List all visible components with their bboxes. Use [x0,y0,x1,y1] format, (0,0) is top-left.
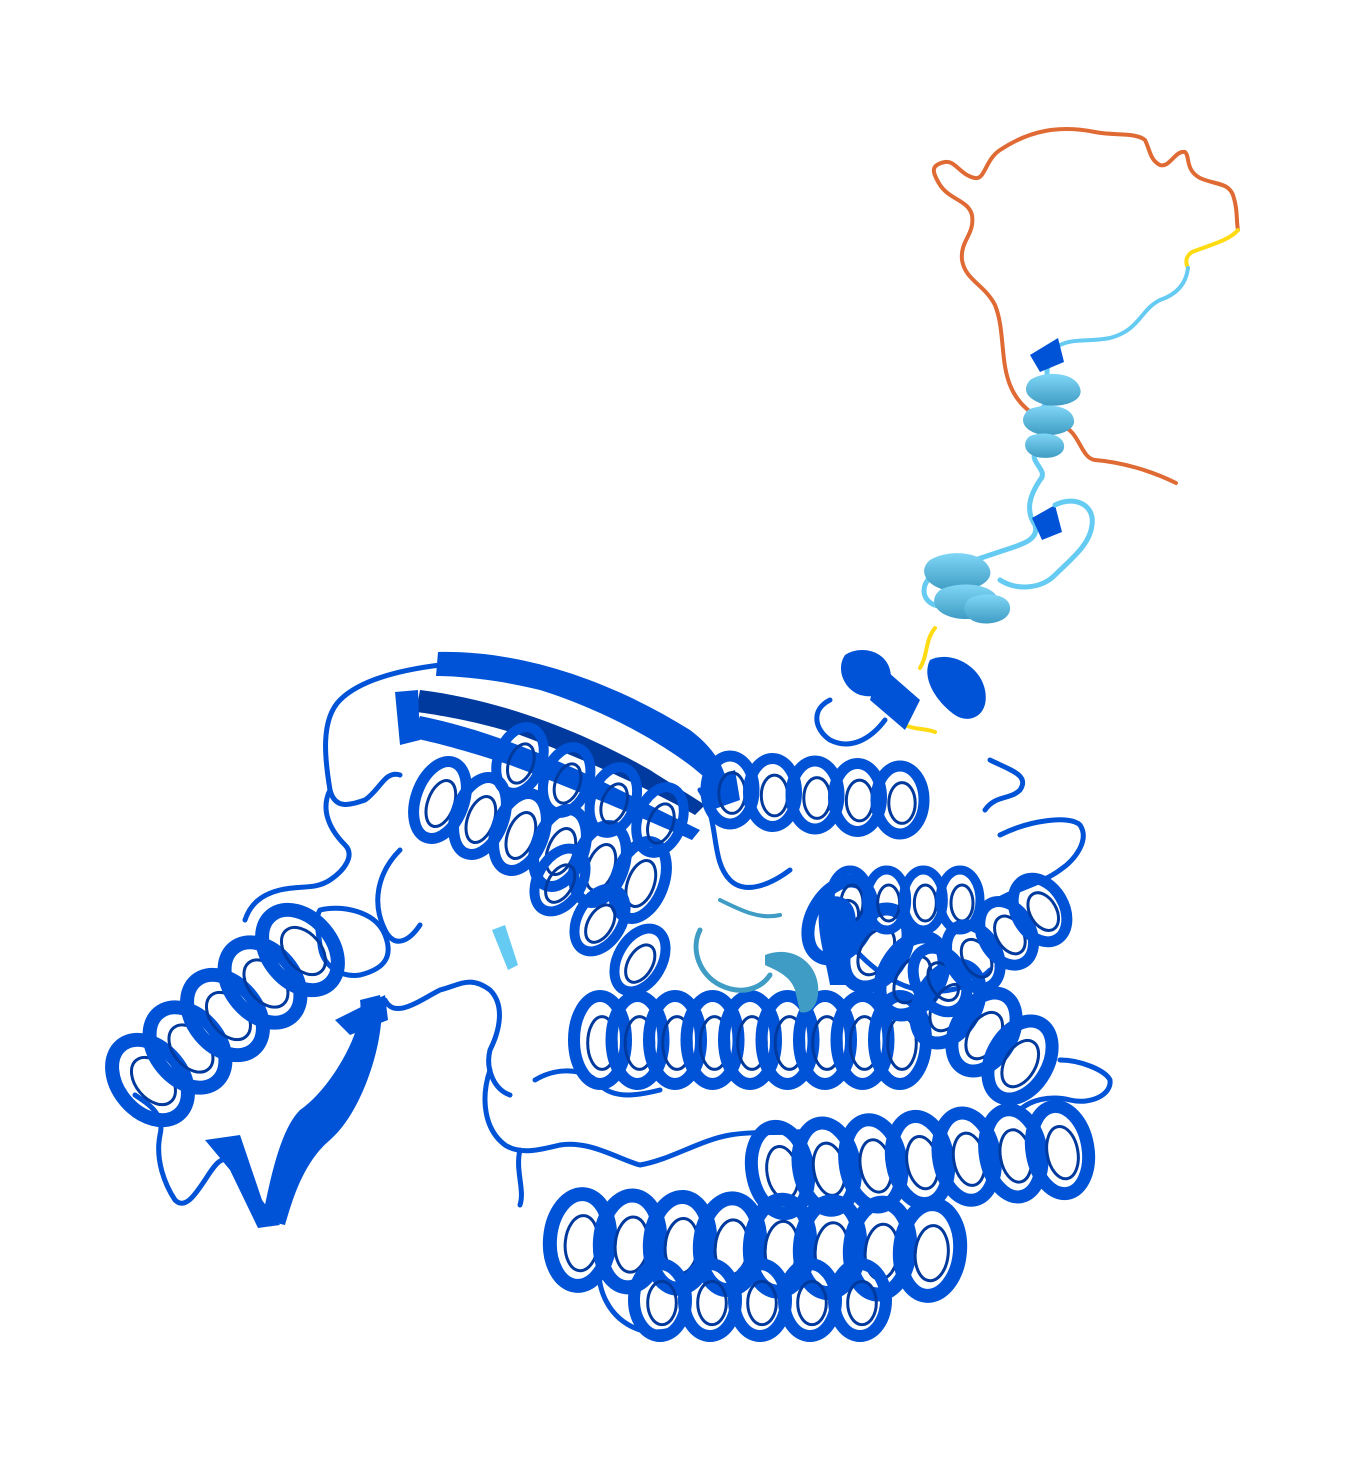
helix-turn [828,1258,892,1342]
helix-turn [491,722,549,798]
helix-turn-shadow [796,1279,828,1327]
helix-turn [609,923,671,997]
helix-turn [542,1187,618,1293]
helix-turn-shadow [1000,1038,1041,1089]
helix-turn [631,782,689,858]
helix-turn [180,967,270,1063]
helix-turn [892,1197,968,1303]
helix-turn-shadow [912,883,938,923]
helix-turn [537,742,596,818]
helix-turn [981,1014,1059,1106]
helix-turn-shadow [279,925,327,977]
helix-turn-shadow [802,776,832,820]
helix-turn-shadow [844,778,875,823]
helix-turn-shadow [1045,1124,1080,1181]
disordered-tail [931,127,1240,485]
helix-turn-shadow [759,773,790,818]
alpha-helices [105,722,1096,1342]
helix-turn-shadow [544,863,577,904]
helix-turn [978,1103,1049,1204]
helix-turn [105,1032,195,1128]
helix-turn [801,874,879,966]
helix-turn-shadow [599,782,630,825]
helix-turn [742,1192,818,1299]
helix-turn [217,935,308,1030]
helix-turn-shadow [506,742,536,785]
helix-turn [142,1000,233,1095]
helix-turn-shadow [913,1224,950,1283]
helix-turn-shadow [1026,891,1061,932]
helix-turn-shadow [552,762,583,805]
helix-bodies [205,650,986,1228]
helix-turn-shadow [646,802,676,845]
helix-turn [974,896,1040,971]
helix-turn-shadow [624,859,658,909]
helix-turn [584,762,643,838]
linker-region [903,338,1095,734]
helix-turn-shadow [746,1279,778,1327]
helix-turn [1024,1099,1096,1201]
helix-turn [907,942,973,1018]
helix-turn [744,1119,816,1221]
helix-turn [1007,872,1073,948]
helix-turn [692,1191,768,1298]
helix-turn-shadow [846,1279,878,1327]
helix-turn [642,1189,718,1296]
helix-turn-shadow [584,903,617,944]
helix-turn [791,1116,862,1217]
helix-turn [569,883,631,957]
helix-turn-shadow [624,943,657,984]
helix-turn [592,1188,668,1295]
helix-turn [931,1106,1002,1207]
helix-turn [255,902,345,998]
helix-turn-shadow [949,883,975,923]
helix-turn [529,843,591,917]
helix-turn [873,930,951,1022]
helix-turn [945,986,1023,1078]
helix-turn [870,760,930,840]
helix-turn-shadow [887,781,917,825]
helix-turn-shadow [646,1279,678,1327]
helix-turn [940,919,1006,994]
helix-turn-shadow [696,1279,728,1327]
